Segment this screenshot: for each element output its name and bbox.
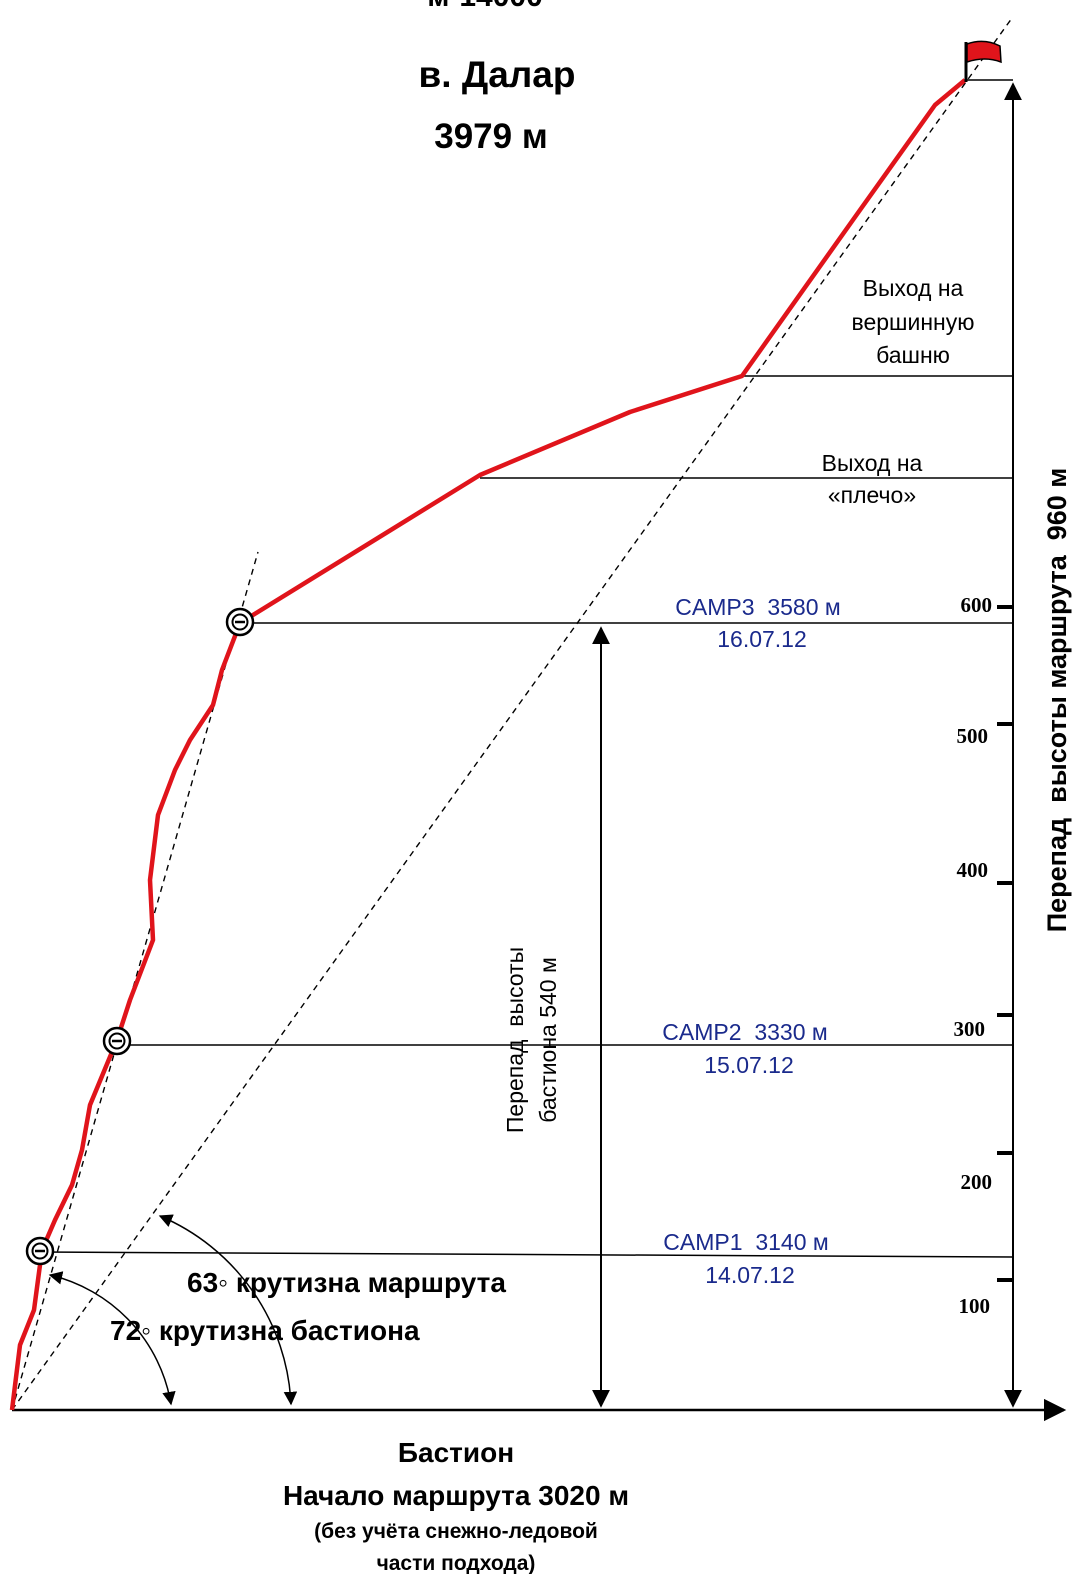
scale-ticks <box>997 605 1013 1282</box>
summit-tower-label-line1: Выход на <box>863 275 964 301</box>
scale-tick-label: 100 <box>959 1294 991 1318</box>
bastion-drop-label-line2: бастиона 540 м <box>535 957 561 1123</box>
scale-tick-label: 400 <box>957 858 989 882</box>
camp1-line <box>39 1251 1014 1258</box>
bastion-angle-label: 72◦ крутизна бастиона <box>110 1315 420 1346</box>
total-drop-label: Перепад высоты маршрута 960 м <box>1042 468 1072 933</box>
camp2-date: 15.07.12 <box>704 1052 794 1078</box>
summit-tower-label-line2: вершинную <box>852 309 975 335</box>
footer-route-start: Начало маршрута 3020 м <box>283 1480 629 1511</box>
footer-note-line2: части подхода) <box>377 1552 536 1574</box>
scale-tick-label: 500 <box>957 724 989 748</box>
camp3-label: CAMP3 3580 м <box>675 594 840 620</box>
route-line <box>9 78 967 1411</box>
camp1-icon <box>25 1236 55 1266</box>
bastion-slope-dashed-line <box>11 551 259 1411</box>
shoulder-label-line2: «плечо» <box>828 482 916 508</box>
bastion-angle-arc <box>48 1271 176 1406</box>
scale-tick-label: 300 <box>954 1017 986 1041</box>
peak-elevation: 3979 м <box>434 117 547 156</box>
camp3-date: 16.07.12 <box>717 626 807 652</box>
scale-tick-label: 600 <box>961 593 993 617</box>
route-slope-dashed-line <box>11 17 1013 1411</box>
camp1-date: 14.07.12 <box>705 1262 795 1288</box>
footer-bastion: Бастион <box>398 1437 514 1468</box>
camp2-icon <box>102 1026 132 1056</box>
route-angle-arc <box>158 1214 298 1406</box>
scale-tick-label: 200 <box>961 1170 993 1194</box>
camp1-label: CAMP1 3140 м <box>663 1229 828 1255</box>
camp2-label: CAMP2 3330 м <box>662 1019 827 1045</box>
route-angle-label: 63◦ крутизна маршрута <box>187 1267 506 1298</box>
footer-note-line1: (без учёта снежно-ледовой <box>314 1520 598 1543</box>
summit-flag-icon <box>966 40 1002 64</box>
header-cut-text: м-14000 <box>427 0 543 13</box>
camp3-icon <box>225 607 255 637</box>
summit-tower-label-line3: башню <box>876 342 950 368</box>
bastion-drop-label-line1: Перепад высоты <box>502 947 528 1133</box>
shoulder-label-line1: Выход на <box>822 450 923 476</box>
peak-name: в. Далар <box>419 54 576 95</box>
